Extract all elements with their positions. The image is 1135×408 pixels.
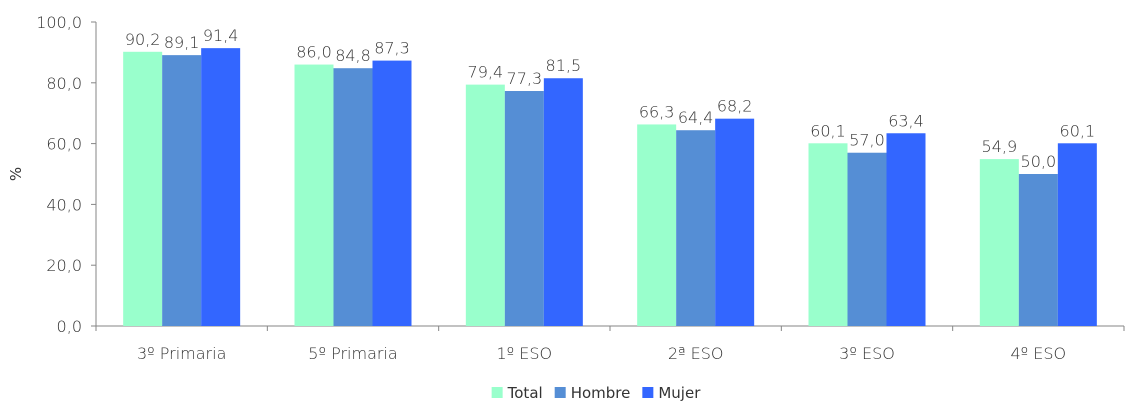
data-labels: 90,2 89,1 91,4 86,0 84,8 87,3 79,4 77,381,5 66,3… bbox=[125, 26, 1095, 171]
y-tick-label: 80,0 bbox=[46, 74, 82, 93]
data-label: 79,4 bbox=[468, 63, 504, 82]
data-label: 68,2 bbox=[717, 97, 753, 116]
y-axis: 0,0 20,0 40,0 60,0 80,0 100,0 bbox=[36, 13, 97, 336]
bar-total bbox=[979, 159, 1019, 326]
data-label: 86,0 bbox=[296, 43, 332, 62]
data-label: 57,0 bbox=[849, 131, 885, 150]
data-label: 90,2 bbox=[125, 30, 161, 49]
bar-hombre bbox=[847, 152, 887, 326]
bar-total bbox=[123, 51, 163, 327]
legend-label-hombre: Hombre bbox=[571, 384, 631, 402]
legend-swatch-hombre bbox=[554, 387, 566, 398]
x-tick-label: 5º Primaria bbox=[308, 344, 397, 363]
y-axis-title: % bbox=[7, 167, 25, 181]
x-tick-label: 4º ESO bbox=[1010, 344, 1066, 363]
y-tick-label: 0,0 bbox=[57, 317, 82, 336]
legend-swatch-mujer bbox=[642, 387, 654, 398]
data-label: 63,4 bbox=[888, 111, 924, 130]
legend: Total Hombre Mujer bbox=[491, 384, 701, 402]
bar-mujer bbox=[201, 48, 241, 326]
legend-swatch-total bbox=[491, 387, 503, 398]
bar-hombre bbox=[162, 55, 202, 327]
bar-hombre bbox=[333, 68, 373, 326]
bar-total bbox=[294, 64, 334, 326]
x-tick-label: 1º ESO bbox=[496, 344, 552, 363]
bar-hombre bbox=[504, 91, 544, 327]
bar-hombre bbox=[1018, 174, 1058, 326]
data-label: 81,5 bbox=[546, 56, 582, 75]
data-label: 87,3 bbox=[374, 39, 410, 58]
bar-total bbox=[637, 124, 677, 326]
data-label: 54,9 bbox=[982, 137, 1018, 156]
bar-hombre bbox=[676, 130, 716, 326]
data-label: 50,0 bbox=[1021, 152, 1057, 171]
legend-label-total: Total bbox=[507, 384, 543, 402]
data-label: 91,4 bbox=[203, 26, 239, 45]
bar-total bbox=[808, 143, 848, 326]
data-label: 66,3 bbox=[639, 102, 675, 121]
x-axis: 3º Primaria 5º Primaria 1º ESO 2ª ESO 3º ESO… bbox=[95, 325, 1125, 363]
legend-label-mujer: Mujer bbox=[658, 384, 701, 402]
x-tick-label: 2ª ESO bbox=[668, 344, 724, 363]
y-tick-label: 20,0 bbox=[46, 256, 82, 275]
bar-mujer bbox=[886, 133, 926, 326]
y-tick-label: 40,0 bbox=[46, 195, 82, 214]
bar-mujer bbox=[1057, 143, 1097, 326]
data-label: 89,1 bbox=[164, 33, 200, 52]
x-tick-label: 3º Primaria bbox=[137, 344, 226, 363]
data-label: 60,1 bbox=[810, 121, 846, 140]
y-tick-label: 60,0 bbox=[46, 135, 82, 154]
bar-mujer bbox=[715, 118, 755, 326]
data-label: 77,3 bbox=[507, 69, 543, 88]
x-tick-label: 3º ESO bbox=[839, 344, 895, 363]
bar-mujer bbox=[543, 78, 583, 327]
bar-mujer bbox=[372, 60, 412, 326]
bars bbox=[123, 48, 1097, 327]
data-label: 64,4 bbox=[678, 108, 714, 127]
bar-total bbox=[465, 84, 505, 327]
data-label: 60,1 bbox=[1060, 121, 1096, 140]
y-tick-label: 100,0 bbox=[36, 13, 82, 32]
data-label: 84,8 bbox=[335, 46, 371, 65]
